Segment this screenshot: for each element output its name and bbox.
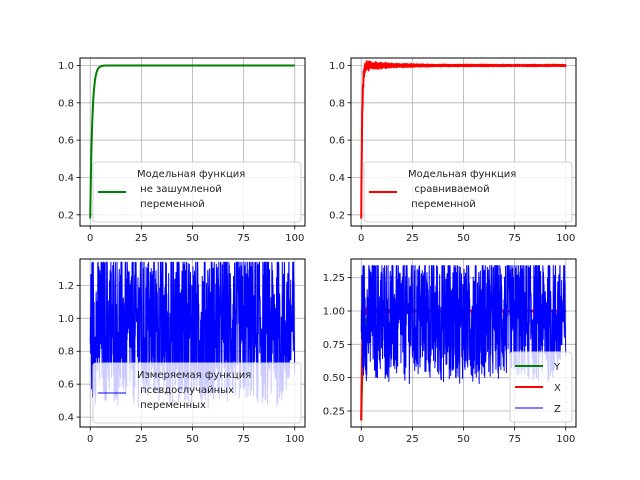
- x-tick-label: 50: [186, 233, 199, 244]
- legend-label: Модельная функция: [137, 169, 245, 180]
- y-tick-label: 0.4: [58, 413, 74, 424]
- legend-label: X: [554, 383, 561, 394]
- x-tick-label: 0: [358, 434, 364, 445]
- x-tick-label: 25: [406, 233, 419, 244]
- x-tick-label: 25: [135, 434, 148, 445]
- x-tick-label: 50: [457, 233, 470, 244]
- plot-lines: [360, 265, 567, 421]
- x-tick-label: 0: [87, 434, 93, 445]
- y-tick-label: 1.0: [58, 61, 74, 72]
- y-tick-label: 0.6: [58, 136, 74, 147]
- legend-label: переменных: [137, 400, 206, 411]
- y-tick-label: 1.25: [323, 273, 345, 284]
- y-tick-label: 0.2: [329, 210, 345, 221]
- legend-label: переменной: [408, 199, 476, 210]
- subplot-br: 0 25 50 75 100 0.25 0.50 0.75 1.00 1.25 YXZ: [323, 258, 577, 445]
- y-tick-label: 1.2: [58, 281, 74, 292]
- x-tick-label: 100: [285, 233, 304, 244]
- x-tick-label: 75: [508, 233, 521, 244]
- y-tick-label: 0.8: [58, 98, 74, 109]
- x-tick-label: 0: [358, 233, 364, 244]
- subplot-bl: 0 25 50 75 100 0.4 0.6 0.8 1.0 1.2 Измеряемая функ…: [58, 258, 306, 445]
- y-tick-label: 0.4: [58, 173, 74, 184]
- x-tick-label: 25: [406, 434, 419, 445]
- legend: Измеряемая функция псевдослучайных перем…: [92, 362, 302, 424]
- y-tick-label: 0.50: [323, 373, 345, 384]
- x-tick-label: 75: [237, 233, 250, 244]
- plot-lines: [360, 60, 567, 219]
- y-tick-label: 0.8: [329, 98, 345, 109]
- legend-label: не зашумленой: [137, 184, 222, 195]
- x-tick-label: 100: [556, 233, 575, 244]
- legend: YXZ: [509, 351, 573, 423]
- legend-label: Z: [554, 404, 561, 415]
- y-tick-label: 0.25: [323, 407, 345, 418]
- plot-lines: [89, 261, 296, 409]
- y-tick-label: 0.4: [329, 173, 345, 184]
- y-tick-label: 0.6: [329, 136, 345, 147]
- x-tick-label: 100: [556, 434, 575, 445]
- y-tick-label: 1.00: [323, 307, 345, 318]
- x-tick-label: 25: [135, 233, 148, 244]
- legend-label: Модельная функция: [408, 169, 516, 180]
- y-tick-label: 0.75: [323, 340, 345, 351]
- y-tick-label: 0.2: [58, 210, 74, 221]
- x-tick-label: 75: [237, 434, 250, 445]
- x-tick-label: 50: [186, 434, 199, 445]
- x-tick-label: 75: [508, 434, 521, 445]
- legend: Модельная функция не зашумленой переменн…: [92, 161, 302, 223]
- x-tick-label: 100: [285, 434, 304, 445]
- legend-label: Измеряемая функция: [137, 370, 251, 381]
- legend-label: сравниваемой: [408, 184, 490, 195]
- legend: Модельная функция сравниваемой переменно…: [363, 161, 573, 223]
- subplot-tr: 0 25 50 75 100 0.2 0.4 0.6 0.8 1.0 Модельная функц…: [329, 57, 577, 244]
- y-tick-label: 1.0: [329, 61, 345, 72]
- subplot-tl: 0 25 50 75 100 0.2 0.4 0.6 0.8 1.0 Модельная функц…: [58, 57, 306, 244]
- y-tick-label: 0.6: [58, 380, 74, 391]
- y-tick-label: 1.0: [58, 314, 74, 325]
- x-tick-label: 0: [87, 233, 93, 244]
- legend-label: переменной: [137, 199, 205, 210]
- plot-lines: [89, 64, 296, 219]
- legend-label: псевдослучайных: [137, 385, 234, 396]
- legend-label: Y: [553, 362, 561, 373]
- x-tick-label: 50: [457, 434, 470, 445]
- y-tick-label: 0.8: [58, 347, 74, 358]
